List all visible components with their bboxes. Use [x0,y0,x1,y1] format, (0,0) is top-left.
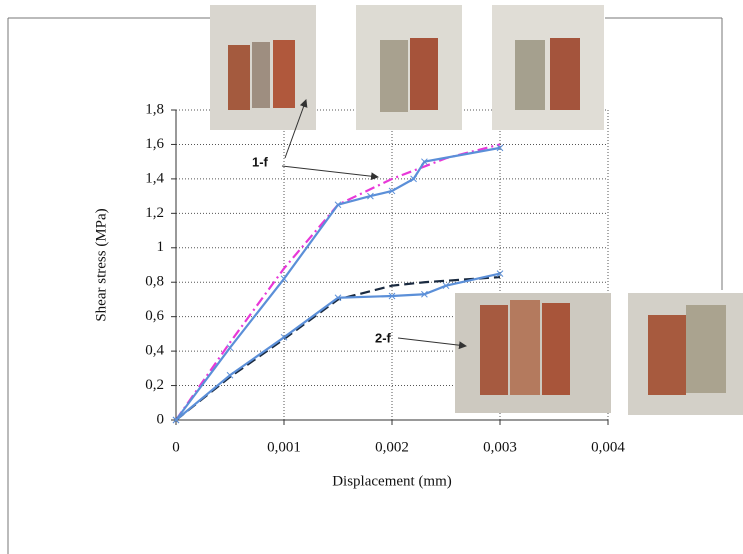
x-tick-label: 0,003 [483,439,517,455]
series-line [175,272,501,421]
x-axis-label: Displacement (mm) [332,473,452,489]
photo [210,5,316,130]
point-marker [496,270,504,277]
annotation: 2-f [375,330,392,345]
point-marker [172,416,180,424]
point-marker [496,144,504,152]
photo [492,5,604,130]
y-tick-label: 0,2 [145,377,164,393]
point-marker [388,292,396,300]
annotation: 1-f [252,154,269,169]
point-marker [334,201,342,209]
point-marker [442,282,450,290]
photos [210,5,743,415]
series-line [175,275,501,421]
point-marker [280,333,288,341]
point-marker [334,294,342,302]
y-tick-label: 0,6 [145,308,164,324]
y-tick-label: 1 [157,239,165,255]
point-marker [388,187,396,195]
y-tick-label: 1,4 [145,170,164,186]
y-tick-label: 0,4 [145,343,164,359]
x-tick-label: 0,002 [375,439,409,455]
photo [455,293,611,413]
photo [628,293,743,415]
point-marker [421,290,428,298]
point-marker [410,175,417,183]
photo [356,5,462,130]
x-tick-label: 0 [172,439,180,455]
y-axis-label: Shear stress (MPa) [93,208,109,321]
annotation-arrow [281,165,379,181]
x-tick-label: 0,001 [267,439,301,455]
y-tick-label: 0,8 [145,274,164,290]
x-tick-label: 0,004 [591,439,625,455]
annotation-arrow [284,99,308,159]
y-tick-label: 1,6 [145,136,164,152]
point-marker [226,344,234,352]
y-tick-label: 1,8 [145,101,164,117]
y-tick-label: 0 [157,411,165,427]
frame [7,17,723,554]
point-marker [421,158,428,166]
annotation-arrow [397,337,467,350]
point-marker [367,192,374,200]
point-marker [226,371,234,379]
point-marker [280,275,288,283]
y-tick-label: 1,2 [145,205,164,221]
